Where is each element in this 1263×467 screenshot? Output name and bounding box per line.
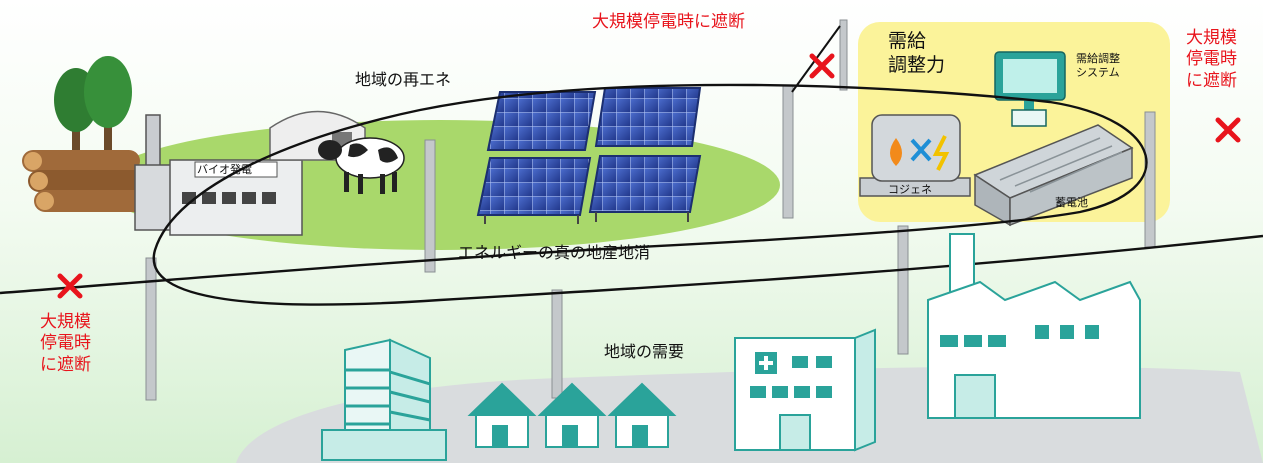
houses [467,382,677,448]
cut-label-top: 大規模停電時に遮断 [592,12,745,32]
storage-battery-label: 蓄電池 [1055,196,1088,209]
control-system-label: 需給調整 システム [1076,52,1120,79]
tree-icon [54,56,132,152]
logs-icon [22,150,152,212]
cut-label-left: 大規模 停電時 に遮断 [40,312,91,375]
supply-demand-label: 需給 調整力 [888,30,946,76]
cut-mark-top-icon [809,53,835,79]
cut-label-right: 大規模 停電時 に遮断 [1186,28,1237,91]
cut-mark-left-icon [57,273,83,299]
local-renewables-label: 地域の再エネ [355,70,452,89]
cut-mark-right-icon [1215,117,1241,143]
cogeneration-unit [859,114,971,197]
biomass-plant-building [134,114,303,236]
control-system-monitor [994,51,1066,127]
power-line-loop [0,83,1263,306]
local-production-label: エネルギーの真の地産地消 [458,243,651,262]
cogeneration-label: コジェネ [888,183,932,196]
cow-icon [318,137,405,194]
biomass-plant-label: バイオ発電 [197,163,252,176]
office-building [321,338,447,461]
factory-building [927,233,1141,419]
solar-panels [476,87,702,224]
hospital-building [734,328,876,452]
local-demand-label: 地域の需要 [604,342,685,361]
storage-battery-building [973,124,1134,227]
